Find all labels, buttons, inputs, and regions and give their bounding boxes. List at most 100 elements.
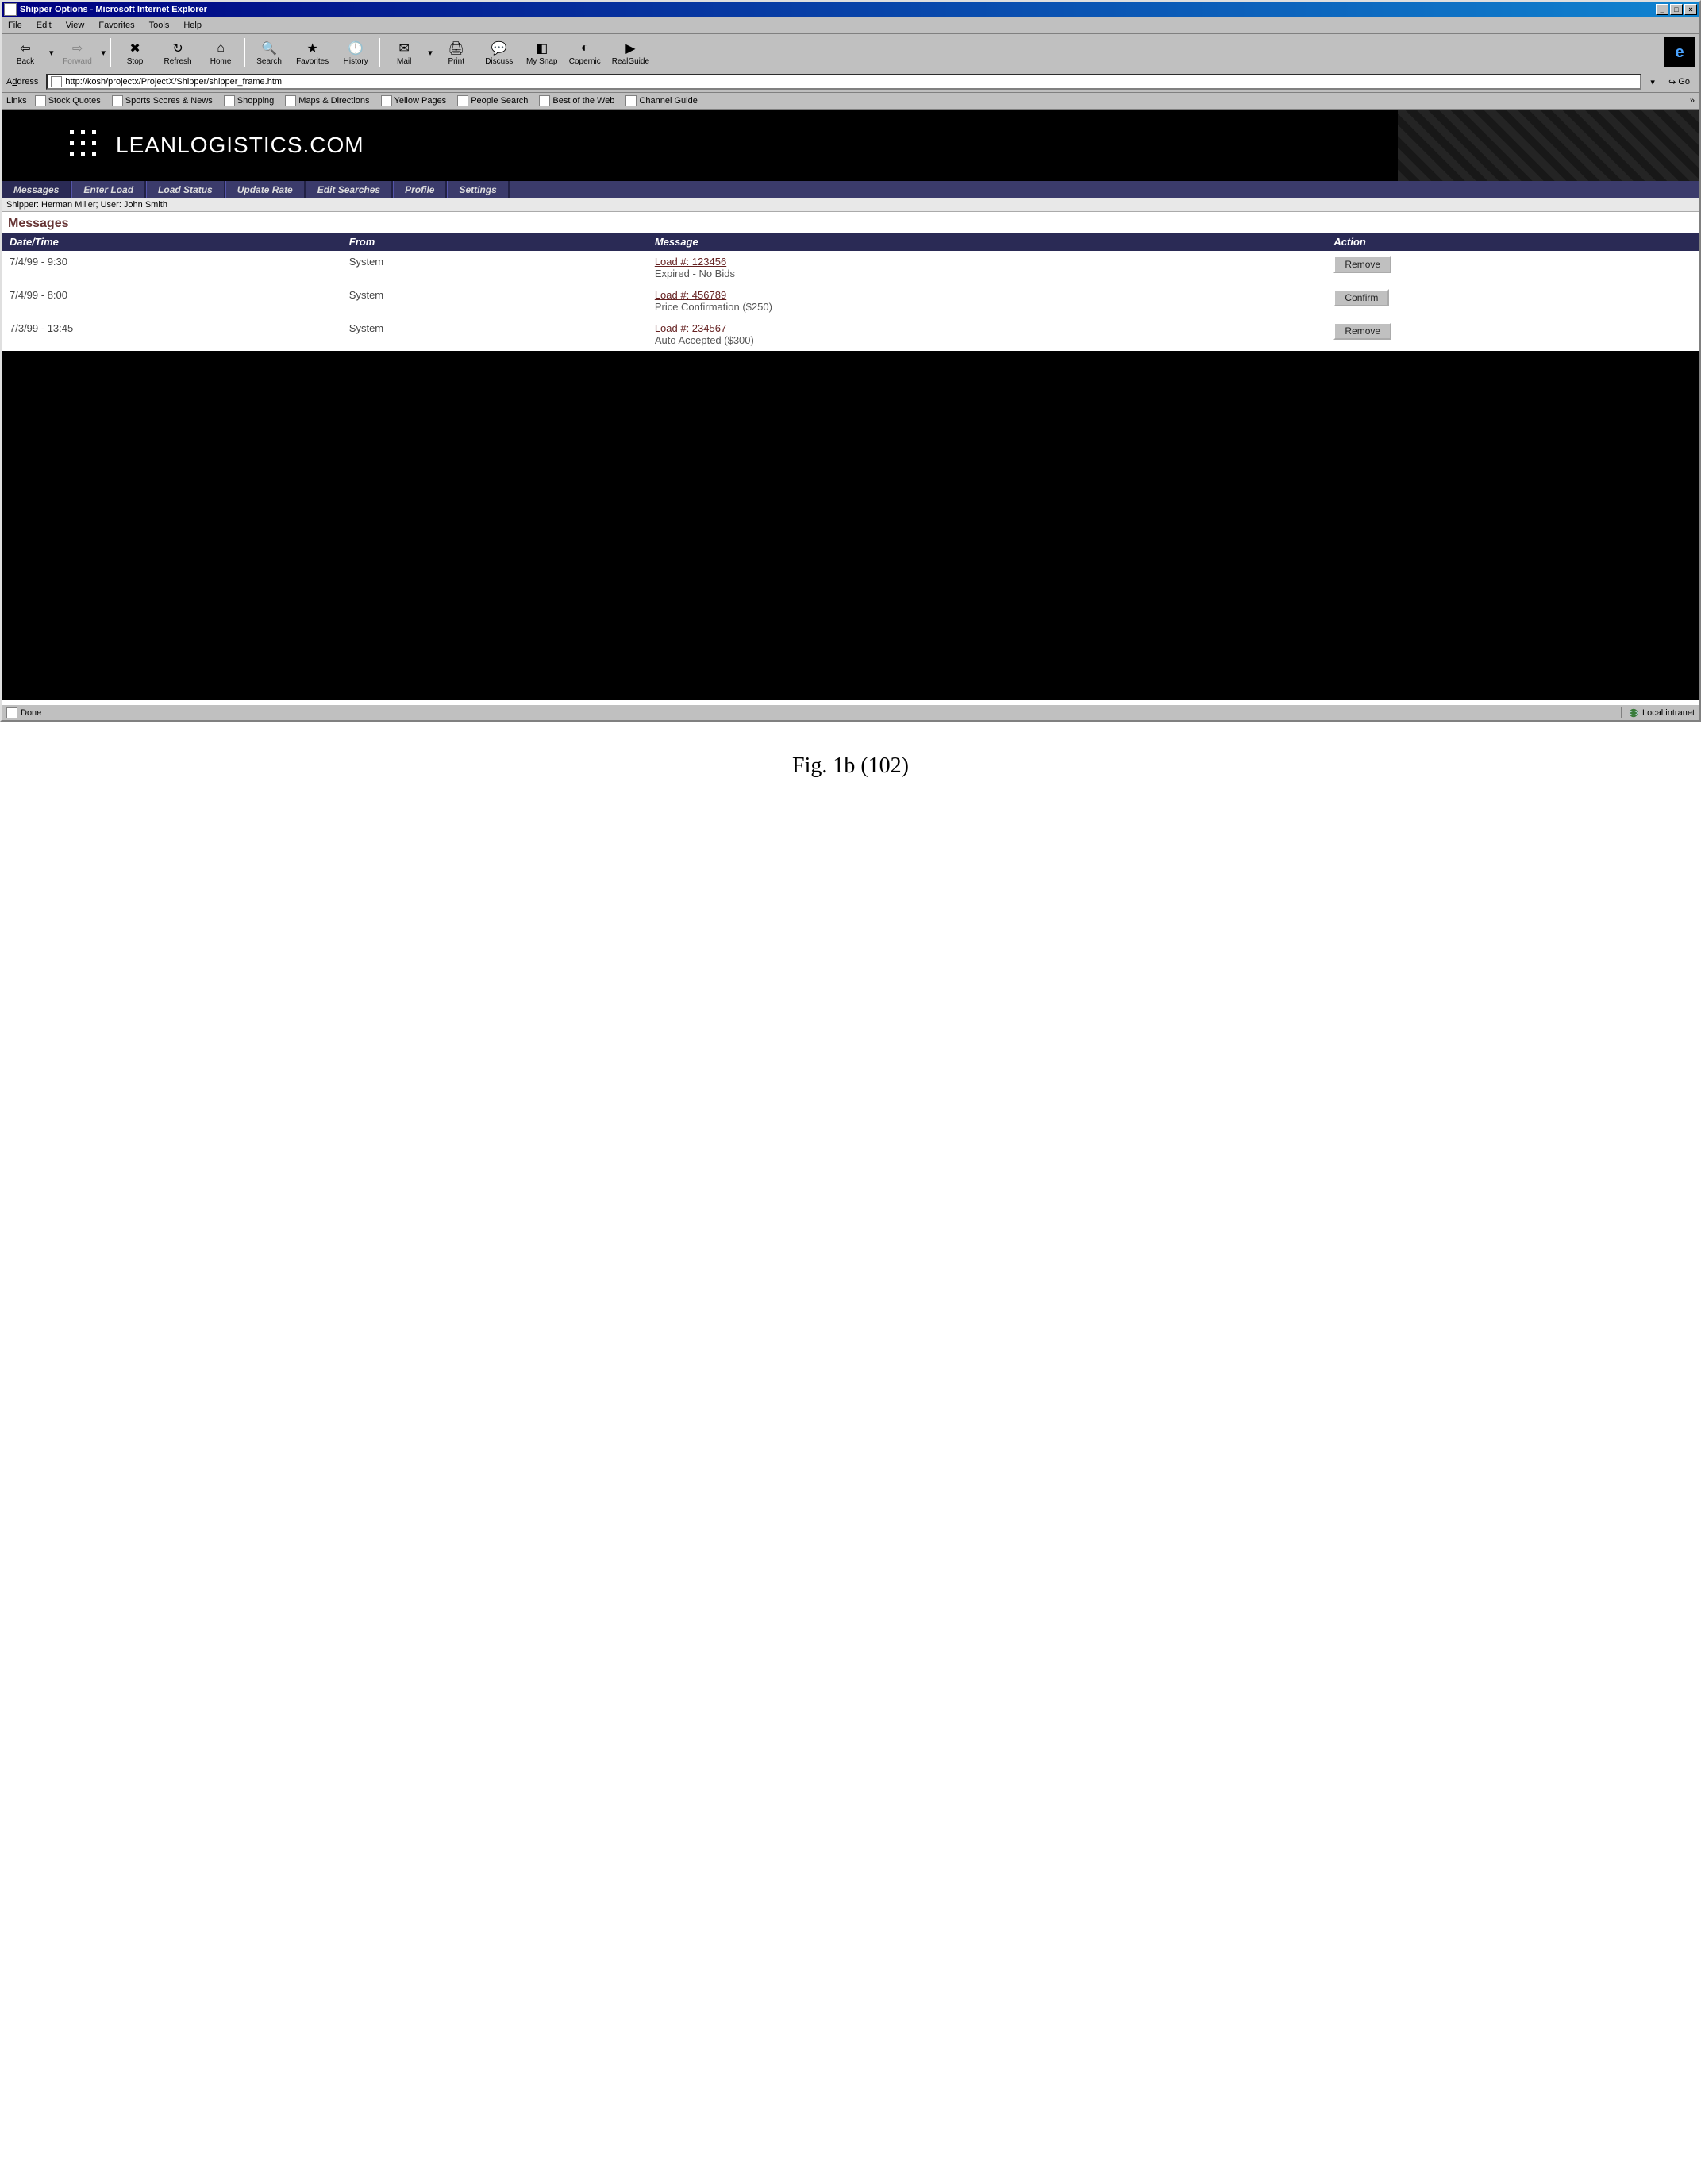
tab-enter-load[interactable]: Enter Load	[71, 181, 146, 198]
col-from: From	[341, 233, 647, 251]
col-datetime: Date/Time	[2, 233, 341, 251]
figure-caption: Fig. 1b (102)	[0, 722, 1701, 795]
tab-edit-searches[interactable]: Edit Searches	[306, 181, 393, 198]
cell-from: System	[341, 318, 647, 351]
tab-settings[interactable]: Settings	[447, 181, 509, 198]
cell-action: Remove	[1326, 318, 1699, 351]
cell-datetime: 7/3/99 - 13:45	[2, 318, 341, 351]
banner: LEANLOGISTICS.COM	[2, 110, 1699, 181]
search-icon: 🔍	[260, 40, 278, 57]
link-yellow-pages[interactable]: Yellow Pages	[378, 95, 450, 106]
menu-tools[interactable]: Tools	[146, 19, 173, 32]
message-link[interactable]: Load #: 123456	[655, 256, 1318, 268]
tab-profile[interactable]: Profile	[393, 181, 447, 198]
print-button[interactable]: 🖨 Print	[437, 38, 475, 67]
menu-view[interactable]: View	[63, 19, 88, 32]
page-icon	[457, 95, 468, 106]
home-icon: ⌂	[212, 40, 229, 57]
link-channel-guide[interactable]: Channel Guide	[622, 95, 700, 106]
mail-icon: ✉	[395, 40, 413, 57]
info-strip: Shipper: Herman Miller; User: John Smith	[2, 198, 1699, 212]
security-zone: Local intranet	[1621, 707, 1695, 718]
forward-icon: ⇨	[69, 40, 87, 57]
copernic-icon: ◐	[576, 40, 594, 57]
cell-message: Load #: 234567 Auto Accepted ($300)	[647, 318, 1326, 351]
separator	[379, 38, 380, 67]
remove-button[interactable]: Remove	[1333, 322, 1391, 340]
forward-button[interactable]: ⇨ Forward	[59, 38, 97, 67]
dots-icon	[65, 125, 105, 165]
stop-button[interactable]: ✖ Stop	[116, 38, 154, 67]
page-icon	[285, 95, 296, 106]
page-icon	[381, 95, 392, 106]
mysnap-button[interactable]: ◧ My Snap	[523, 38, 561, 67]
refresh-button[interactable]: ↻ Refresh	[159, 38, 197, 67]
back-dropdown[interactable]: ▾	[49, 48, 54, 58]
minimize-button[interactable]: _	[1656, 4, 1668, 15]
search-button[interactable]: 🔍 Search	[250, 38, 288, 67]
discuss-button[interactable]: 💬 Discuss	[480, 38, 518, 67]
tab-update-rate[interactable]: Update Rate	[225, 181, 306, 198]
message-detail: Expired - No Bids	[655, 268, 1318, 279]
page-viewport: LEANLOGISTICS.COM Messages Enter Load Lo…	[2, 110, 1699, 704]
toolbar: ⇦ Back ▾ ⇨ Forward ▾ ✖ Stop ↻ Refresh ⌂ …	[2, 34, 1699, 71]
home-button[interactable]: ⌂ Home	[202, 38, 240, 67]
copernic-button[interactable]: ◐ Copernic	[566, 38, 604, 67]
go-icon: ↪	[1668, 77, 1676, 87]
zone-text: Local intranet	[1642, 708, 1695, 718]
table-row: 7/3/99 - 13:45 System Load #: 234567 Aut…	[2, 318, 1699, 351]
link-stock-quotes[interactable]: Stock Quotes	[32, 95, 104, 106]
cell-from: System	[341, 251, 647, 284]
confirm-button[interactable]: Confirm	[1333, 289, 1389, 306]
link-best-of-web[interactable]: Best of the Web	[536, 95, 618, 106]
maximize-button[interactable]: □	[1670, 4, 1683, 15]
favorites-button[interactable]: ★ Favorites	[293, 38, 332, 67]
mail-button[interactable]: ✉ Mail	[385, 38, 423, 67]
cell-datetime: 7/4/99 - 9:30	[2, 251, 341, 284]
address-dropdown[interactable]: ▾	[1646, 77, 1659, 87]
stop-icon: ✖	[126, 40, 144, 57]
history-button[interactable]: 🕘 History	[337, 38, 375, 67]
discuss-icon: 💬	[491, 40, 508, 57]
titlebar: Shipper Options - Microsoft Internet Exp…	[2, 2, 1699, 17]
page-icon	[539, 95, 550, 106]
message-link[interactable]: Load #: 456789	[655, 289, 1318, 301]
close-button[interactable]: ×	[1684, 4, 1697, 15]
menu-edit[interactable]: Edit	[33, 19, 55, 32]
tab-messages[interactable]: Messages	[2, 181, 71, 198]
back-button[interactable]: ⇦ Back	[6, 38, 44, 67]
tab-bar: Messages Enter Load Load Status Update R…	[2, 181, 1699, 198]
message-link[interactable]: Load #: 234567	[655, 322, 1318, 334]
status-bar: Done Local intranet	[2, 704, 1699, 720]
messages-table: Date/Time From Message Action 7/4/99 - 9…	[2, 233, 1699, 351]
table-row: 7/4/99 - 8:00 System Load #: 456789 Pric…	[2, 284, 1699, 318]
links-overflow[interactable]: »	[1690, 96, 1695, 106]
realguide-button[interactable]: ▶ RealGuide	[609, 38, 652, 67]
tab-load-status[interactable]: Load Status	[146, 181, 225, 198]
menu-help[interactable]: Help	[180, 19, 205, 32]
page-icon	[625, 95, 637, 106]
table-header-row: Date/Time From Message Action	[2, 233, 1699, 251]
menu-favorites[interactable]: Favorites	[95, 19, 137, 32]
status-text: Done	[21, 708, 41, 718]
forward-dropdown[interactable]: ▾	[102, 48, 106, 58]
link-people-search[interactable]: People Search	[454, 95, 531, 106]
link-shopping[interactable]: Shopping	[221, 95, 278, 106]
status-left: Done	[6, 707, 41, 718]
banner-image	[1398, 110, 1699, 181]
message-detail: Auto Accepted ($300)	[655, 334, 1318, 346]
remove-button[interactable]: Remove	[1333, 256, 1391, 273]
link-maps[interactable]: Maps & Directions	[282, 95, 372, 106]
go-button[interactable]: ↪ Go	[1664, 77, 1695, 87]
mail-dropdown[interactable]: ▾	[428, 48, 433, 58]
realguide-icon: ▶	[622, 40, 639, 57]
page-icon	[35, 95, 46, 106]
link-sports[interactable]: Sports Scores & News	[109, 95, 216, 106]
app-icon	[4, 3, 17, 16]
cell-from: System	[341, 284, 647, 318]
content-area: Messages Date/Time From Message Action 7…	[2, 212, 1699, 704]
menu-file[interactable]: File	[5, 19, 25, 32]
cell-message: Load #: 123456 Expired - No Bids	[647, 251, 1326, 284]
address-input[interactable]: http://kosh/projectx/ProjectX/Shipper/sh…	[46, 74, 1641, 90]
links-label: Links	[6, 96, 27, 106]
